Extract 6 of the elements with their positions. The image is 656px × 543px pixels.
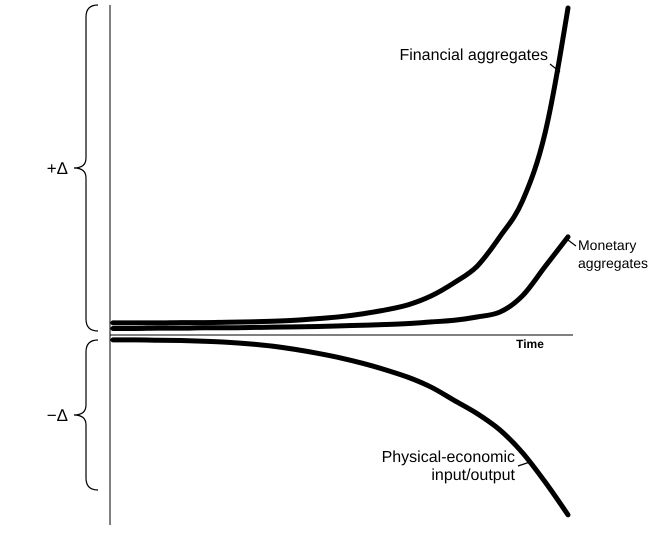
text: −Δ bbox=[46, 406, 68, 425]
series-label: Physical-economic input/output bbox=[382, 449, 516, 484]
legend-label: Monetary aggregates bbox=[578, 237, 648, 271]
series-label: Financial aggregates bbox=[399, 47, 548, 64]
text: +Δ bbox=[46, 159, 68, 178]
x-axis-title: Time bbox=[516, 337, 544, 351]
